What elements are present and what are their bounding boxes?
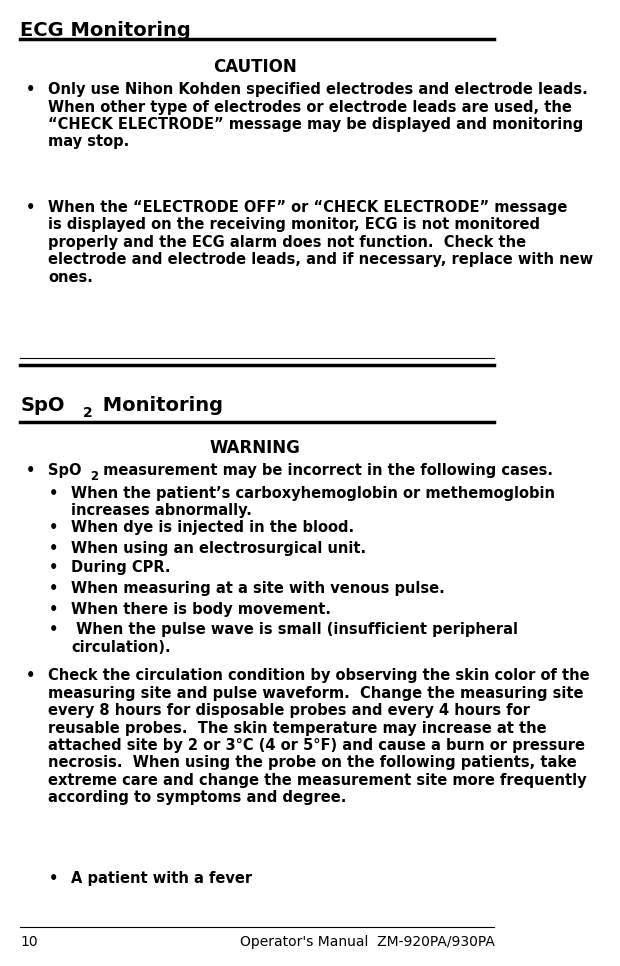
Text: Monitoring: Monitoring <box>96 396 223 415</box>
Text: When dye is injected in the blood.: When dye is injected in the blood. <box>71 520 355 535</box>
Text: •: • <box>48 871 58 887</box>
Text: •: • <box>48 560 58 576</box>
Text: A patient with a fever: A patient with a fever <box>71 871 252 887</box>
Text: Check the circulation condition by observing the skin color of the
measuring sit: Check the circulation condition by obser… <box>48 668 590 806</box>
Text: measurement may be incorrect in the following cases.: measurement may be incorrect in the foll… <box>99 463 554 478</box>
Text: 2: 2 <box>82 406 92 419</box>
Text: WARNING: WARNING <box>210 439 300 457</box>
Text: When using an electrosurgical unit.: When using an electrosurgical unit. <box>71 541 366 556</box>
Text: Operator's Manual  ZM-920PA/930PA: Operator's Manual ZM-920PA/930PA <box>239 935 494 949</box>
Text: ECG Monitoring: ECG Monitoring <box>20 21 191 41</box>
Text: SpO: SpO <box>48 463 82 478</box>
Text: When the patient’s carboxyhemoglobin or methemoglobin
increases abnormally.: When the patient’s carboxyhemoglobin or … <box>71 486 556 519</box>
Text: •: • <box>48 486 58 501</box>
Text: •: • <box>48 581 58 596</box>
Text: •: • <box>48 622 58 638</box>
Text: •: • <box>25 82 35 98</box>
Text: During CPR.: During CPR. <box>71 560 171 576</box>
Text: •: • <box>25 200 35 215</box>
Text: 2: 2 <box>91 470 99 483</box>
Text: •: • <box>48 541 58 556</box>
Text: •: • <box>48 602 58 617</box>
Text: When measuring at a site with venous pulse.: When measuring at a site with venous pul… <box>71 581 445 596</box>
Text: CAUTION: CAUTION <box>213 58 297 76</box>
Text: 10: 10 <box>20 935 38 949</box>
Text: •: • <box>25 668 35 684</box>
Text: Only use Nihon Kohden specified electrodes and electrode leads.
When other type : Only use Nihon Kohden specified electrod… <box>48 82 588 150</box>
Text: •: • <box>25 463 35 478</box>
Text: SpO: SpO <box>20 396 65 415</box>
Text: When the pulse wave is small (insufficient peripheral
circulation).: When the pulse wave is small (insufficie… <box>71 622 518 655</box>
Text: When the “ELECTRODE OFF” or “CHECK ELECTRODE” message
is displayed on the receiv: When the “ELECTRODE OFF” or “CHECK ELECT… <box>48 200 593 285</box>
Text: When there is body movement.: When there is body movement. <box>71 602 331 617</box>
Text: •: • <box>48 520 58 535</box>
